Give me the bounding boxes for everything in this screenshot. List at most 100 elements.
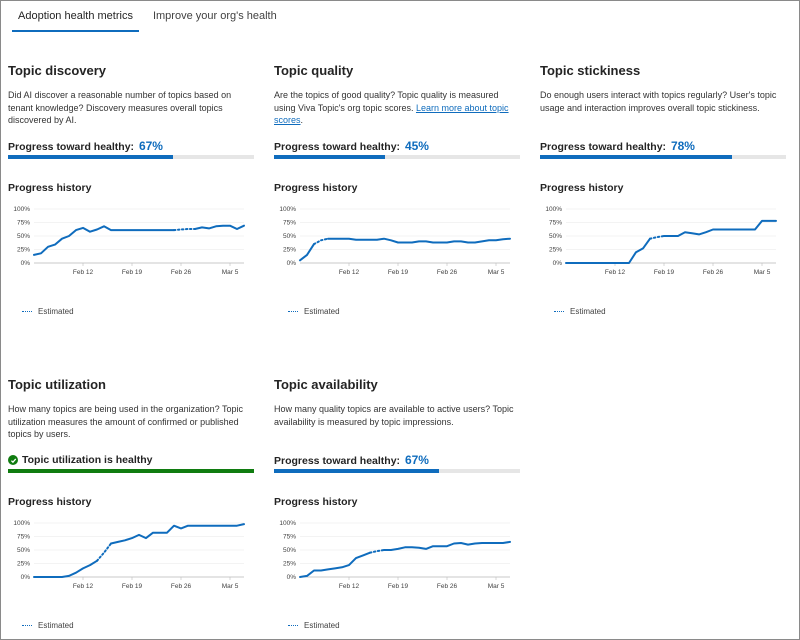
series-line: [194, 224, 245, 230]
x-tick-label: Feb 12: [339, 583, 360, 590]
history-chart: 100% 75% 50% 25% 0% Feb 12 Feb 19 Feb 26 Mar 5: [13, 206, 245, 276]
y-tick-label: 25%: [283, 247, 296, 254]
description-text: Did AI discover a reasonable number of t…: [8, 90, 232, 125]
progress-label-text: Progress toward healthy:: [540, 141, 667, 153]
learn-more-link[interactable]: Learn more about topic scores: [274, 102, 509, 126]
x-tick-label: Feb 19: [388, 583, 409, 590]
progress-label-text: Progress toward healthy:: [274, 141, 401, 153]
progress-label-text: Progress toward healthy:: [8, 141, 135, 153]
x-tick-label: Feb 19: [122, 269, 143, 276]
y-tick-label: 100%: [279, 520, 296, 527]
progress-bar-fill: [274, 155, 385, 159]
card-description: How many topics are being used in the or…: [8, 403, 254, 453]
y-tick-label: 50%: [283, 233, 296, 240]
y-tick-label: 100%: [13, 206, 30, 213]
legend-label: Estimated: [38, 307, 74, 316]
y-tick-label: 100%: [545, 206, 562, 213]
progress-bar-fill: [540, 155, 732, 159]
y-tick-label: 0%: [287, 260, 297, 267]
tab-improve-org-health[interactable]: Improve your org's health: [152, 10, 277, 22]
progress-label: Progress toward healthy: 67%: [274, 453, 520, 467]
progress-percent: 67%: [138, 139, 163, 153]
y-tick-label: 25%: [549, 247, 562, 254]
history-title: Progress history: [540, 182, 624, 194]
legend-label: Estimated: [38, 621, 74, 630]
description-end: .: [300, 115, 304, 125]
y-tick-label: 100%: [13, 520, 30, 527]
estimated-series-line: [173, 228, 196, 232]
estimated-dots-icon: [554, 311, 564, 312]
estimated-dots-icon: [22, 311, 32, 312]
y-tick-label: 75%: [17, 534, 30, 541]
x-tick-label: Feb 26: [171, 583, 192, 590]
y-tick-label: 0%: [21, 574, 31, 581]
progress-percent: 67%: [404, 453, 429, 467]
legend-label: Estimated: [304, 307, 340, 316]
x-tick-label: Feb 12: [605, 269, 626, 276]
y-tick-label: 50%: [283, 547, 296, 554]
chart-legend: Estimated: [8, 621, 254, 630]
tab-adoption-health-metrics[interactable]: Adoption health metrics: [8, 0, 143, 32]
legend-label: Estimated: [570, 307, 606, 316]
card-topic-utilization: Topic utilization How many topics are be…: [8, 377, 254, 630]
estimated-series-line: [313, 237, 329, 246]
progress-label: Progress toward healthy: 67%: [8, 139, 254, 153]
y-tick-label: 75%: [283, 534, 296, 541]
y-tick-label: 50%: [549, 233, 562, 240]
y-tick-label: 25%: [17, 561, 30, 568]
healthy-bar: [8, 469, 254, 473]
estimated-series-line: [649, 235, 665, 240]
tab-bar: Adoption health metrics Improve your org…: [8, 0, 287, 32]
chart-legend: Estimated: [8, 307, 254, 316]
card-title: Topic availability: [274, 377, 378, 392]
series-line: [327, 237, 511, 244]
x-tick-label: Feb 26: [437, 583, 458, 590]
y-tick-label: 100%: [279, 206, 296, 213]
description-text: How many quality topics are available to…: [274, 404, 514, 427]
healthy-status: Topic utilization is healthy: [8, 453, 254, 467]
estimated-dots-icon: [288, 311, 298, 312]
chart-legend: Estimated: [274, 621, 520, 630]
healthy-status-text: Topic utilization is healthy: [22, 454, 153, 466]
y-tick-label: 75%: [283, 220, 296, 227]
card-topic-availability: Topic availability How many quality topi…: [274, 377, 520, 630]
history-title: Progress history: [274, 182, 358, 194]
progress-bar-fill: [8, 155, 173, 159]
card-description: Do enough users interact with topics reg…: [540, 89, 786, 139]
y-tick-label: 75%: [17, 220, 30, 227]
x-tick-label: Feb 26: [437, 269, 458, 276]
history-chart: 100% 75% 50% 25% 0% Feb 12 Feb 19 Feb 26 Mar 5: [279, 520, 511, 590]
description-text: Are the topics of good quality? Topic qu…: [274, 90, 499, 113]
x-tick-label: Mar 5: [222, 269, 239, 276]
y-tick-label: 0%: [21, 260, 31, 267]
x-tick-label: Feb 19: [388, 269, 409, 276]
estimated-series-line: [369, 549, 385, 554]
y-tick-label: 50%: [17, 547, 30, 554]
progress-bar-fill: [274, 469, 439, 473]
card-description: How many quality topics are available to…: [274, 403, 520, 453]
history-title: Progress history: [274, 496, 358, 508]
x-tick-label: Feb 19: [654, 269, 675, 276]
x-tick-label: Mar 5: [488, 269, 505, 276]
progress-percent: 45%: [404, 139, 429, 153]
series-line: [33, 225, 175, 256]
series-line: [110, 523, 245, 545]
description-text: How many topics are being used in the or…: [8, 404, 243, 439]
y-tick-label: 0%: [287, 574, 297, 581]
history-title: Progress history: [8, 182, 92, 194]
progress-percent: 78%: [670, 139, 695, 153]
series-line: [565, 237, 651, 264]
y-tick-label: 75%: [549, 220, 562, 227]
progress-bar: [8, 155, 254, 159]
check-circle-icon: [8, 455, 18, 465]
y-tick-label: 25%: [17, 247, 30, 254]
x-tick-label: Feb 12: [73, 269, 94, 276]
y-tick-label: 25%: [283, 561, 296, 568]
estimated-series-line: [96, 542, 112, 562]
series-line: [299, 551, 371, 578]
x-tick-label: Mar 5: [488, 583, 505, 590]
y-tick-label: 0%: [553, 260, 563, 267]
progress-label-text: Progress toward healthy:: [274, 455, 401, 467]
series-line: [383, 540, 511, 551]
card-topic-quality: Topic quality Are the topics of good qua…: [274, 63, 520, 316]
